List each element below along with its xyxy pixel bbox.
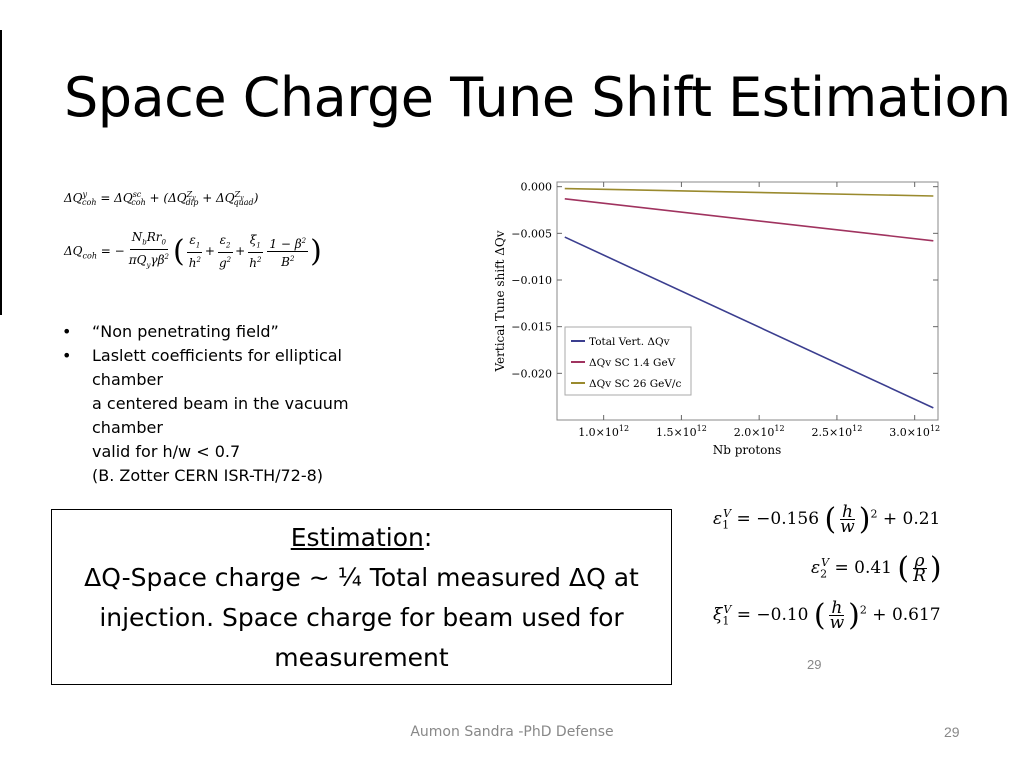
page-number: 29 bbox=[944, 724, 960, 740]
y-axis-ticks: 0.000 −0.005 −0.010 −0.015 −0.020 bbox=[511, 181, 938, 380]
y-tick-label: −0.015 bbox=[511, 321, 552, 334]
legend-label-2: ΔQv SC 1.4 GeV bbox=[589, 357, 676, 369]
x-tick-mantissa: 3.0×10 bbox=[889, 426, 930, 439]
laslett-tune-shift-equation: ΔQcoh = − NbRr0 πQyγβ2(ε1 h2 + ε2 g2 + ξ1 h2 1 − β… bbox=[64, 230, 322, 271]
series-line-1 bbox=[564, 236, 934, 409]
inner-page-number: 29 bbox=[807, 657, 822, 672]
left-edge-rule bbox=[0, 30, 2, 315]
x-tick-label: 2.5×1012 bbox=[811, 424, 862, 439]
y-tick-label: −0.020 bbox=[511, 367, 552, 380]
x-tick-mantissa: 2.5×10 bbox=[811, 426, 852, 439]
plot-frame bbox=[556, 181, 939, 421]
bullet-list: “Non penetrating field” Laslett coeffici… bbox=[62, 320, 382, 488]
y-tick-label: −0.005 bbox=[511, 227, 552, 240]
x-axis-ticks: 1.0×1012 1.5×1012 2.0×1012 2.5×1012 3.0×1012 bbox=[578, 182, 940, 439]
bullet-non-penetrating-field: “Non penetrating field” bbox=[62, 320, 382, 344]
estimation-colon: : bbox=[423, 523, 433, 552]
epsilon1-formula: ε1V = −0.156 (h w)2 + 0.21 bbox=[713, 502, 941, 537]
x-axis-label: Nb protons bbox=[713, 443, 782, 457]
legend-box bbox=[564, 326, 692, 396]
legend-label-3: ΔQv SC 26 GeV/c bbox=[589, 378, 681, 390]
footer-text: Aumon Sandra -PhD Defense bbox=[410, 724, 614, 740]
y-tick-label: 0.000 bbox=[521, 181, 553, 194]
series-line-3 bbox=[564, 187, 934, 197]
x-tick-exponent: 12 bbox=[619, 424, 629, 433]
bullet-sub-reference: (B. Zotter CERN ISR-TH/72-8) bbox=[92, 466, 324, 485]
estimation-heading: Estimation bbox=[290, 523, 424, 552]
epsilon2-formula: ε2V = 0.41 (ρ R) bbox=[811, 551, 942, 586]
xi1-formula: ξ1V = −0.10 (h w)2 + 0.617 bbox=[713, 598, 941, 633]
x-tick-label: 1.0×1012 bbox=[578, 424, 629, 439]
y-axis-label: Vertical Tune shift ΔQv bbox=[493, 230, 507, 372]
x-tick-label: 1.5×1012 bbox=[656, 424, 707, 439]
estimation-box: Estimation: ΔQ-Space charge ~ ¼ Total me… bbox=[51, 509, 672, 685]
bullet-sub-validity: valid for h/w < 0.7 bbox=[92, 442, 241, 461]
x-tick-mantissa: 2.0×10 bbox=[734, 426, 775, 439]
tune-shift-chart: 0.000−0.005−0.010−0.015−0.020 1.0×1012 1.… bbox=[493, 181, 940, 457]
x-tick-exponent: 12 bbox=[697, 424, 707, 433]
bullet-sub-centered-beam: a centered beam in the vacuum chamber bbox=[92, 394, 349, 437]
x-tick-exponent: 12 bbox=[852, 424, 862, 433]
x-tick-label: 2.0×1012 bbox=[734, 424, 785, 439]
x-tick-mantissa: 1.5×10 bbox=[656, 426, 697, 439]
coherent-tune-shift-equation: ΔQycoh = ΔQsccoh + (ΔQZydip + ΔQZyquad) bbox=[64, 190, 259, 208]
x-tick-exponent: 12 bbox=[774, 424, 784, 433]
y-tick-label: −0.010 bbox=[511, 274, 552, 287]
bullet-laslett-coefficients: Laslett coefficients for elliptical cham… bbox=[62, 344, 382, 392]
x-tick-mantissa: 1.0×10 bbox=[578, 426, 619, 439]
series-line-2 bbox=[564, 198, 934, 242]
x-tick-label: 3.0×1012 bbox=[889, 424, 940, 439]
series-lines bbox=[564, 187, 934, 409]
legend-label-1: Total Vert. ΔQv bbox=[589, 336, 670, 348]
x-tick-exponent: 12 bbox=[930, 424, 940, 433]
chart-legend: Total Vert. ΔQv ΔQv SC 1.4 GeV ΔQv SC 26 G… bbox=[564, 326, 692, 396]
estimation-body: ΔQ-Space charge ~ ¼ Total measured ΔQ at… bbox=[84, 563, 639, 672]
slide-title: Space Charge Tune Shift Estimation bbox=[64, 66, 1011, 129]
